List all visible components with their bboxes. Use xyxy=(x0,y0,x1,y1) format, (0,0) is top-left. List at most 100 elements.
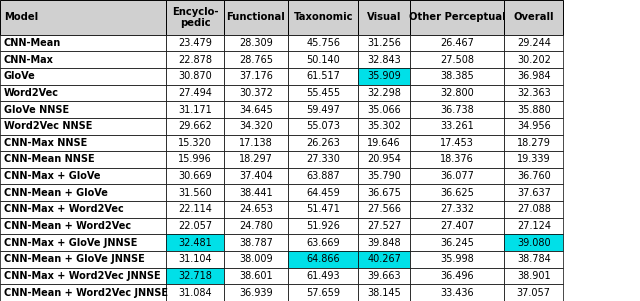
Text: 55.455: 55.455 xyxy=(306,88,340,98)
Text: 38.145: 38.145 xyxy=(367,288,401,298)
Text: 19.646: 19.646 xyxy=(367,138,401,148)
Bar xyxy=(358,201,410,218)
Text: CNN-Max + Word2Vec: CNN-Max + Word2Vec xyxy=(4,204,124,214)
Text: 22.878: 22.878 xyxy=(178,54,212,65)
Text: 17.453: 17.453 xyxy=(440,138,474,148)
Bar xyxy=(288,201,358,218)
Bar xyxy=(288,218,358,234)
Bar xyxy=(224,35,288,51)
Bar xyxy=(0,251,166,268)
Bar xyxy=(0,234,166,251)
Text: 50.140: 50.140 xyxy=(307,54,340,65)
Bar xyxy=(288,0,358,35)
Bar xyxy=(166,118,224,135)
Bar xyxy=(504,268,563,284)
Text: 63.669: 63.669 xyxy=(307,238,340,248)
Text: 35.790: 35.790 xyxy=(367,171,401,181)
Bar xyxy=(166,68,224,85)
Bar xyxy=(410,51,504,68)
Bar xyxy=(410,101,504,118)
Text: 36.245: 36.245 xyxy=(440,238,474,248)
Bar xyxy=(358,185,410,201)
Text: CNN-Mean + Word2Vec: CNN-Mean + Word2Vec xyxy=(4,221,131,231)
Text: 27.508: 27.508 xyxy=(440,54,474,65)
Text: 40.267: 40.267 xyxy=(367,254,401,264)
Text: 59.497: 59.497 xyxy=(307,104,340,115)
Bar xyxy=(410,268,504,284)
Text: 38.901: 38.901 xyxy=(517,271,550,281)
Text: 55.073: 55.073 xyxy=(306,121,340,131)
Text: Other Perceptual: Other Perceptual xyxy=(409,12,505,22)
Text: 35.880: 35.880 xyxy=(517,104,550,115)
Bar xyxy=(358,251,410,268)
Bar xyxy=(166,234,224,251)
Bar xyxy=(358,51,410,68)
Text: 34.320: 34.320 xyxy=(239,121,273,131)
Bar xyxy=(504,251,563,268)
Bar xyxy=(224,201,288,218)
Bar xyxy=(504,118,563,135)
Text: Model: Model xyxy=(4,12,38,22)
Bar xyxy=(410,168,504,185)
Bar xyxy=(410,118,504,135)
Bar xyxy=(166,201,224,218)
Text: 38.385: 38.385 xyxy=(440,71,474,81)
Bar xyxy=(410,68,504,85)
Bar xyxy=(0,118,166,135)
Bar xyxy=(504,284,563,301)
Bar xyxy=(358,234,410,251)
Bar xyxy=(224,268,288,284)
Text: 26.263: 26.263 xyxy=(307,138,340,148)
Text: 36.675: 36.675 xyxy=(367,188,401,198)
Text: 36.625: 36.625 xyxy=(440,188,474,198)
Text: CNN-Max NNSE: CNN-Max NNSE xyxy=(4,138,87,148)
Bar xyxy=(166,135,224,151)
Bar xyxy=(358,118,410,135)
Bar xyxy=(288,85,358,101)
Text: 34.956: 34.956 xyxy=(517,121,550,131)
Text: GloVe: GloVe xyxy=(4,71,36,81)
Text: 17.138: 17.138 xyxy=(239,138,273,148)
Text: 36.738: 36.738 xyxy=(440,104,474,115)
Bar xyxy=(358,135,410,151)
Text: 22.114: 22.114 xyxy=(179,204,212,214)
Bar xyxy=(288,118,358,135)
Text: Word2Vec: Word2Vec xyxy=(4,88,59,98)
Bar xyxy=(224,118,288,135)
Text: 15.320: 15.320 xyxy=(179,138,212,148)
Bar xyxy=(504,218,563,234)
Text: 19.339: 19.339 xyxy=(517,154,550,164)
Bar xyxy=(166,101,224,118)
Bar xyxy=(288,35,358,51)
Bar xyxy=(166,268,224,284)
Text: 32.363: 32.363 xyxy=(517,88,550,98)
Text: 22.057: 22.057 xyxy=(178,221,212,231)
Text: 63.887: 63.887 xyxy=(307,171,340,181)
Text: 24.780: 24.780 xyxy=(239,221,273,231)
Bar xyxy=(358,168,410,185)
Text: 36.984: 36.984 xyxy=(517,71,550,81)
Text: Encyclo-
pedic: Encyclo- pedic xyxy=(172,7,218,28)
Text: 20.954: 20.954 xyxy=(367,154,401,164)
Text: 36.939: 36.939 xyxy=(239,288,273,298)
Bar xyxy=(224,0,288,35)
Bar xyxy=(0,185,166,201)
Bar xyxy=(358,218,410,234)
Bar xyxy=(358,68,410,85)
Bar xyxy=(288,101,358,118)
Bar xyxy=(166,185,224,201)
Bar xyxy=(288,268,358,284)
Text: 31.104: 31.104 xyxy=(179,254,212,264)
Text: 27.407: 27.407 xyxy=(440,221,474,231)
Bar xyxy=(166,251,224,268)
Text: 32.843: 32.843 xyxy=(367,54,401,65)
Text: 27.494: 27.494 xyxy=(179,88,212,98)
Text: 64.459: 64.459 xyxy=(307,188,340,198)
Bar xyxy=(166,218,224,234)
Text: 27.088: 27.088 xyxy=(517,204,550,214)
Bar xyxy=(0,284,166,301)
Text: 30.202: 30.202 xyxy=(517,54,550,65)
Text: 28.765: 28.765 xyxy=(239,54,273,65)
Text: 37.176: 37.176 xyxy=(239,71,273,81)
Text: 38.441: 38.441 xyxy=(239,188,273,198)
